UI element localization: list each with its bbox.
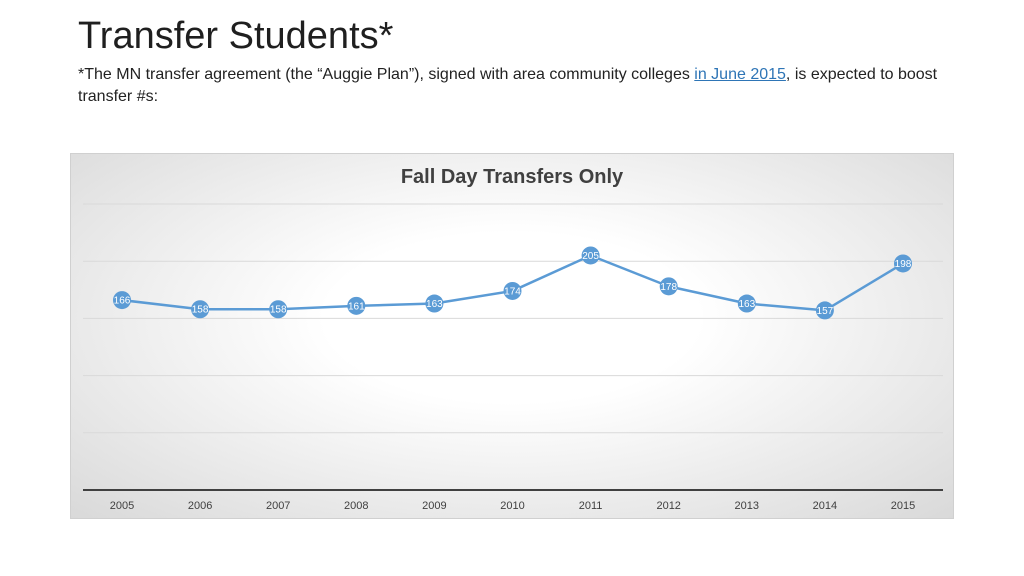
data-point [425, 294, 444, 313]
slide-title: Transfer Students* [78, 15, 394, 57]
data-point [659, 277, 678, 296]
data-label: 166 [114, 296, 131, 307]
x-tick-label: 2007 [266, 500, 290, 512]
data-label: 158 [192, 305, 209, 316]
x-axis-ticks: 2005 2006 2007 2008 2009 2010 2011 2012 2013 2014… [110, 500, 915, 512]
chart-title: Fall Day Transfers Only [400, 166, 624, 188]
data-label: 163 [738, 299, 755, 310]
data-label: 178 [660, 282, 677, 293]
x-tick-label: 2006 [188, 500, 212, 512]
subtitle-text-start: *The MN transfer agreement (the “Auggie … [78, 66, 695, 83]
x-tick-label: 2014 [813, 500, 837, 512]
data-label: 158 [270, 305, 287, 316]
data-point [815, 301, 834, 320]
slide-subtitle: *The MN transfer agreement (the “Auggie … [78, 64, 938, 108]
data-points: 166 158 158 161 163 174 205 178 163 157 198 [113, 246, 912, 320]
data-label: 163 [426, 299, 443, 310]
chart-area: Fall Day Transfers Only 166 158 158 161 163 1… [70, 153, 954, 519]
data-point [581, 246, 600, 265]
x-tick-label: 2009 [422, 500, 446, 512]
x-tick-label: 2008 [344, 500, 368, 512]
x-tick-label: 2015 [891, 500, 915, 512]
subtitle-text-end: , is expected to boost transfer #s: [78, 66, 938, 105]
subtitle-link-june-2015[interactable]: in June 2015 [694, 66, 786, 83]
data-point [347, 296, 366, 315]
gridlines [83, 203, 943, 491]
data-label: 198 [895, 259, 912, 270]
data-point [737, 294, 756, 313]
data-point [894, 254, 912, 273]
x-tick-label: 2013 [735, 500, 759, 512]
data-label: 205 [582, 251, 599, 262]
x-tick-label: 2010 [500, 500, 524, 512]
data-label: 161 [348, 301, 365, 312]
data-point [269, 300, 288, 319]
data-point [113, 291, 131, 310]
data-point [503, 281, 522, 300]
x-tick-label: 2012 [656, 500, 680, 512]
data-label: 157 [817, 306, 834, 317]
data-label: 174 [504, 286, 521, 297]
data-point [191, 300, 210, 319]
x-tick-label: 2005 [110, 500, 134, 512]
x-tick-label: 2011 [579, 500, 603, 512]
